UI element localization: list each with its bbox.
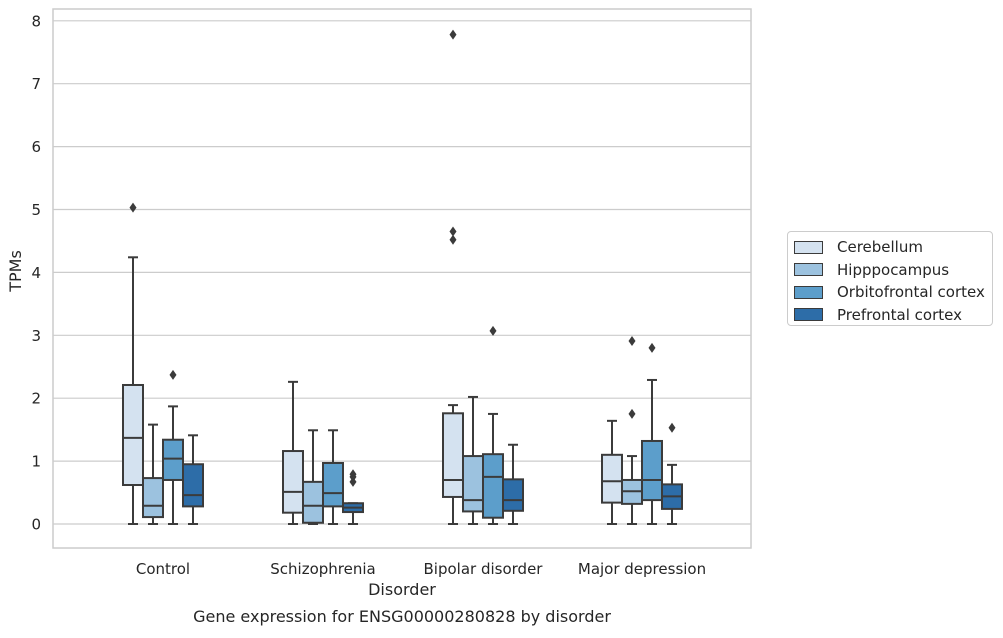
box-body <box>142 477 164 519</box>
boxes <box>122 29 683 525</box>
y-axis-label: TPMs <box>6 250 25 293</box>
box-2-3 <box>462 395 484 525</box>
box-body <box>442 412 464 498</box>
box-2-2 <box>302 429 324 525</box>
legend-item: Cerebellum <box>794 236 986 259</box>
box-3-1 <box>162 369 184 525</box>
box-1-3 <box>442 29 464 525</box>
box-4-3 <box>502 443 524 525</box>
x-tick-labels: Control Schizophrenia Bipolar disorder Majo… <box>136 560 706 578</box>
outlier-point <box>349 469 357 480</box>
chart-title: Gene expression for ENSG00000280828 by d… <box>193 607 611 626</box>
box-body <box>282 450 304 514</box>
box-body <box>482 453 504 519</box>
y-tick-label: 1 <box>31 453 41 471</box>
y-tick-label: 7 <box>31 75 41 93</box>
box-body <box>322 461 344 508</box>
box-body <box>601 453 623 504</box>
x-tick-label: Schizophrenia <box>270 560 375 578</box>
box-3-3 <box>482 325 504 525</box>
box-body <box>641 439 663 502</box>
legend-item: Prefrontal cortex <box>794 304 986 327</box>
legend-swatch <box>794 240 823 254</box>
legend-label: Hipppocampus <box>837 260 950 279</box>
legend-item: Orbitofrontal cortex <box>794 281 986 304</box>
y-tick-labels: 0 1 2 3 4 5 6 7 8 <box>31 12 41 533</box>
legend: Cerebellum Hipppocampus Orbitofrontal cort… <box>787 231 993 326</box>
box-1-1 <box>122 202 144 525</box>
outlier-point <box>628 408 636 419</box>
y-tick-label: 6 <box>31 138 41 156</box>
x-tick-label: Major depression <box>578 560 706 578</box>
legend-label: Orbitofrontal cortex <box>837 283 985 302</box>
legend-label: Prefrontal cortex <box>837 305 962 324</box>
y-tick-label: 5 <box>31 201 41 219</box>
y-tick-label: 4 <box>31 264 41 282</box>
outlier-point <box>668 422 676 433</box>
legend-label: Cerebellum <box>837 238 923 257</box>
box-4-4 <box>661 422 683 525</box>
box-4-2 <box>342 469 364 525</box>
outlier-point <box>169 369 177 380</box>
plot-frame <box>52 8 752 549</box>
y-tick-label: 3 <box>31 327 41 345</box>
legend-swatch <box>794 308 823 322</box>
outlier-point <box>449 234 457 245</box>
box-body <box>302 480 324 524</box>
box-body <box>122 383 144 487</box>
outlier-point <box>449 29 457 40</box>
box-2-1 <box>142 423 164 525</box>
outlier-point <box>648 342 656 353</box>
y-tick-label: 0 <box>31 516 41 534</box>
box-body <box>502 478 524 512</box>
legend-swatch <box>794 285 823 299</box>
legend-item: Hipppocampus <box>794 259 986 282</box>
box-1-2 <box>282 380 304 525</box>
x-tick-label: Control <box>136 560 190 578</box>
y-tick-label: 8 <box>31 12 41 30</box>
box-body <box>462 455 484 513</box>
box-1-4 <box>601 419 623 525</box>
outlier-point <box>449 226 457 237</box>
outlier-point <box>129 202 137 213</box>
box-3-4 <box>641 342 663 525</box>
legend-swatch <box>794 263 823 277</box>
x-tick-label: Bipolar disorder <box>424 560 544 578</box>
outlier-point <box>489 325 497 336</box>
box-body <box>182 463 204 508</box>
box-2-4 <box>621 335 643 525</box>
box-3-2 <box>322 429 344 525</box>
box-body <box>162 438 184 481</box>
x-axis-label: Disorder <box>368 580 436 599</box>
box-4-1 <box>182 434 204 525</box>
y-tick-label: 2 <box>31 390 41 408</box>
outlier-point <box>628 335 636 346</box>
outlier-point <box>349 476 357 487</box>
